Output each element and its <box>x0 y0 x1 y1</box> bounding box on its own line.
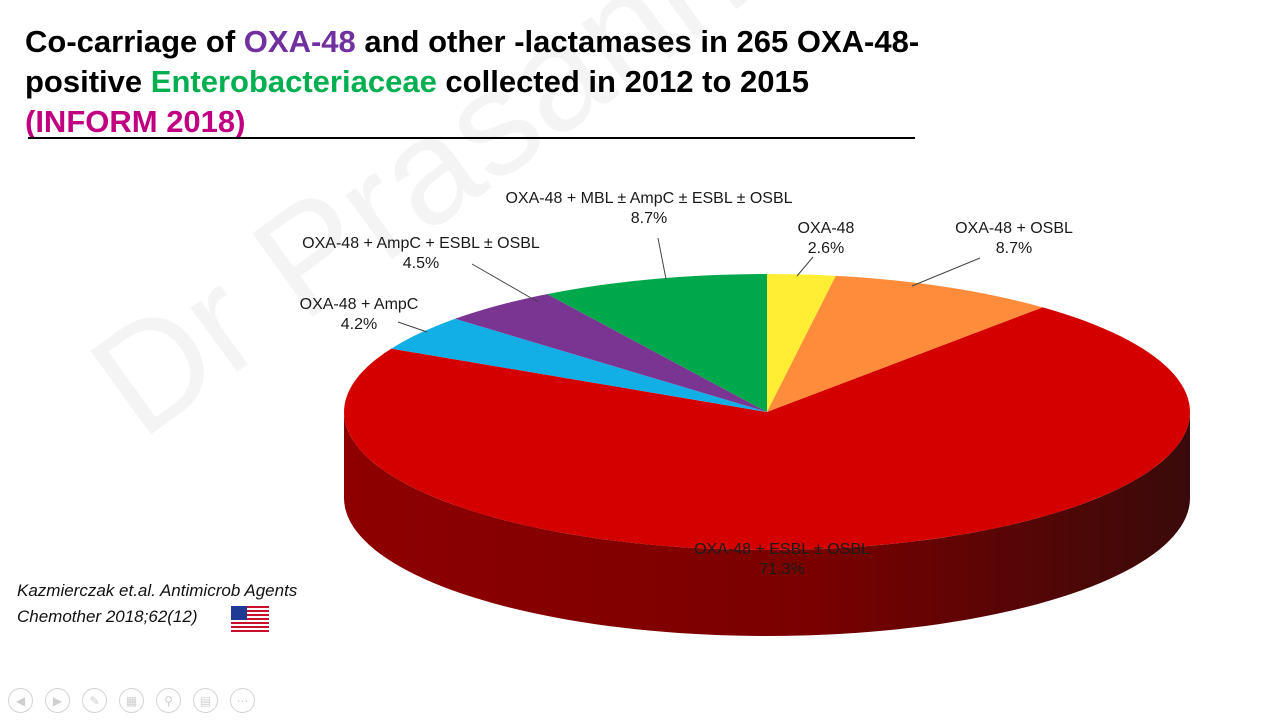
subtitles-icon[interactable]: ▤ <box>193 688 218 713</box>
slice-percent-1: 8.7% <box>996 240 1032 257</box>
slice-percent-4: 4.5% <box>403 255 439 272</box>
slice-percent-0: 2.6% <box>808 240 844 257</box>
leader-line-3 <box>397 321 428 333</box>
pie-slice-2 <box>344 307 1190 550</box>
citation: Kazmierczak et.al. Antimicrob Agents Che… <box>17 578 297 630</box>
slice-percent-3: 4.2% <box>341 316 377 333</box>
leader-line-1 <box>911 257 981 287</box>
slice-label-0: OXA-48 <box>798 220 855 237</box>
title-underline <box>28 137 915 139</box>
citation-line-2: Chemother 2018;62(12) <box>17 607 198 626</box>
slice-label-3: OXA-48 + AmpC <box>300 296 419 313</box>
pie-slice-1 <box>767 275 1043 412</box>
title-text-1: Co-carriage of <box>25 24 244 59</box>
slice-label-1: OXA-48 + OSBL <box>955 220 1073 237</box>
title-text-2: and other -lactamases in 265 OXA-48-posi… <box>25 24 920 99</box>
title-text-3: collected in 2012 to 2015 <box>436 64 809 99</box>
pie-slice-5 <box>547 274 767 412</box>
more-options-icon[interactable]: ⋯ <box>230 688 255 713</box>
leader-line-0 <box>796 256 814 277</box>
slides-grid-icon[interactable]: ▦ <box>119 688 144 713</box>
slide-nav-toolbar: ◀ ▶ ✎ ▦ ⚲ ▤ ⋯ <box>8 688 255 713</box>
previous-slide-icon[interactable]: ◀ <box>8 688 33 713</box>
pie-slice-4 <box>455 294 767 412</box>
pie-slice-3 <box>391 318 767 412</box>
slice-label-4: OXA-48 + AmpC + ESBL ± OSBL <box>302 235 540 252</box>
leader-line-4 <box>471 263 539 303</box>
us-flag-icon <box>231 606 269 632</box>
title-oxa48: OXA-48 <box>243 24 356 59</box>
slide-title: Co-carriage of OXA-48 and other -lactama… <box>25 22 925 142</box>
citation-line-1: Kazmierczak et.al. Antimicrob Agents <box>17 581 298 600</box>
pie-slice-0 <box>767 274 836 412</box>
slice-percent-2: 71.3% <box>759 561 804 578</box>
leader-line-5 <box>657 237 667 280</box>
pie-side-2 <box>344 412 1190 636</box>
slice-percent-5: 8.7% <box>631 210 667 227</box>
slice-label-2: OXA-48 + ESBL ± OSBL <box>694 541 870 558</box>
title-enterobacteriaceae: Enterobacteriaceae <box>150 64 437 99</box>
slice-label-5: OXA-48 + MBL ± AmpC ± ESBL ± OSBL <box>505 190 792 207</box>
title-inform: (INFORM 2018) <box>25 104 246 139</box>
pen-icon[interactable]: ✎ <box>82 688 107 713</box>
next-slide-icon[interactable]: ▶ <box>45 688 70 713</box>
zoom-icon[interactable]: ⚲ <box>156 688 181 713</box>
